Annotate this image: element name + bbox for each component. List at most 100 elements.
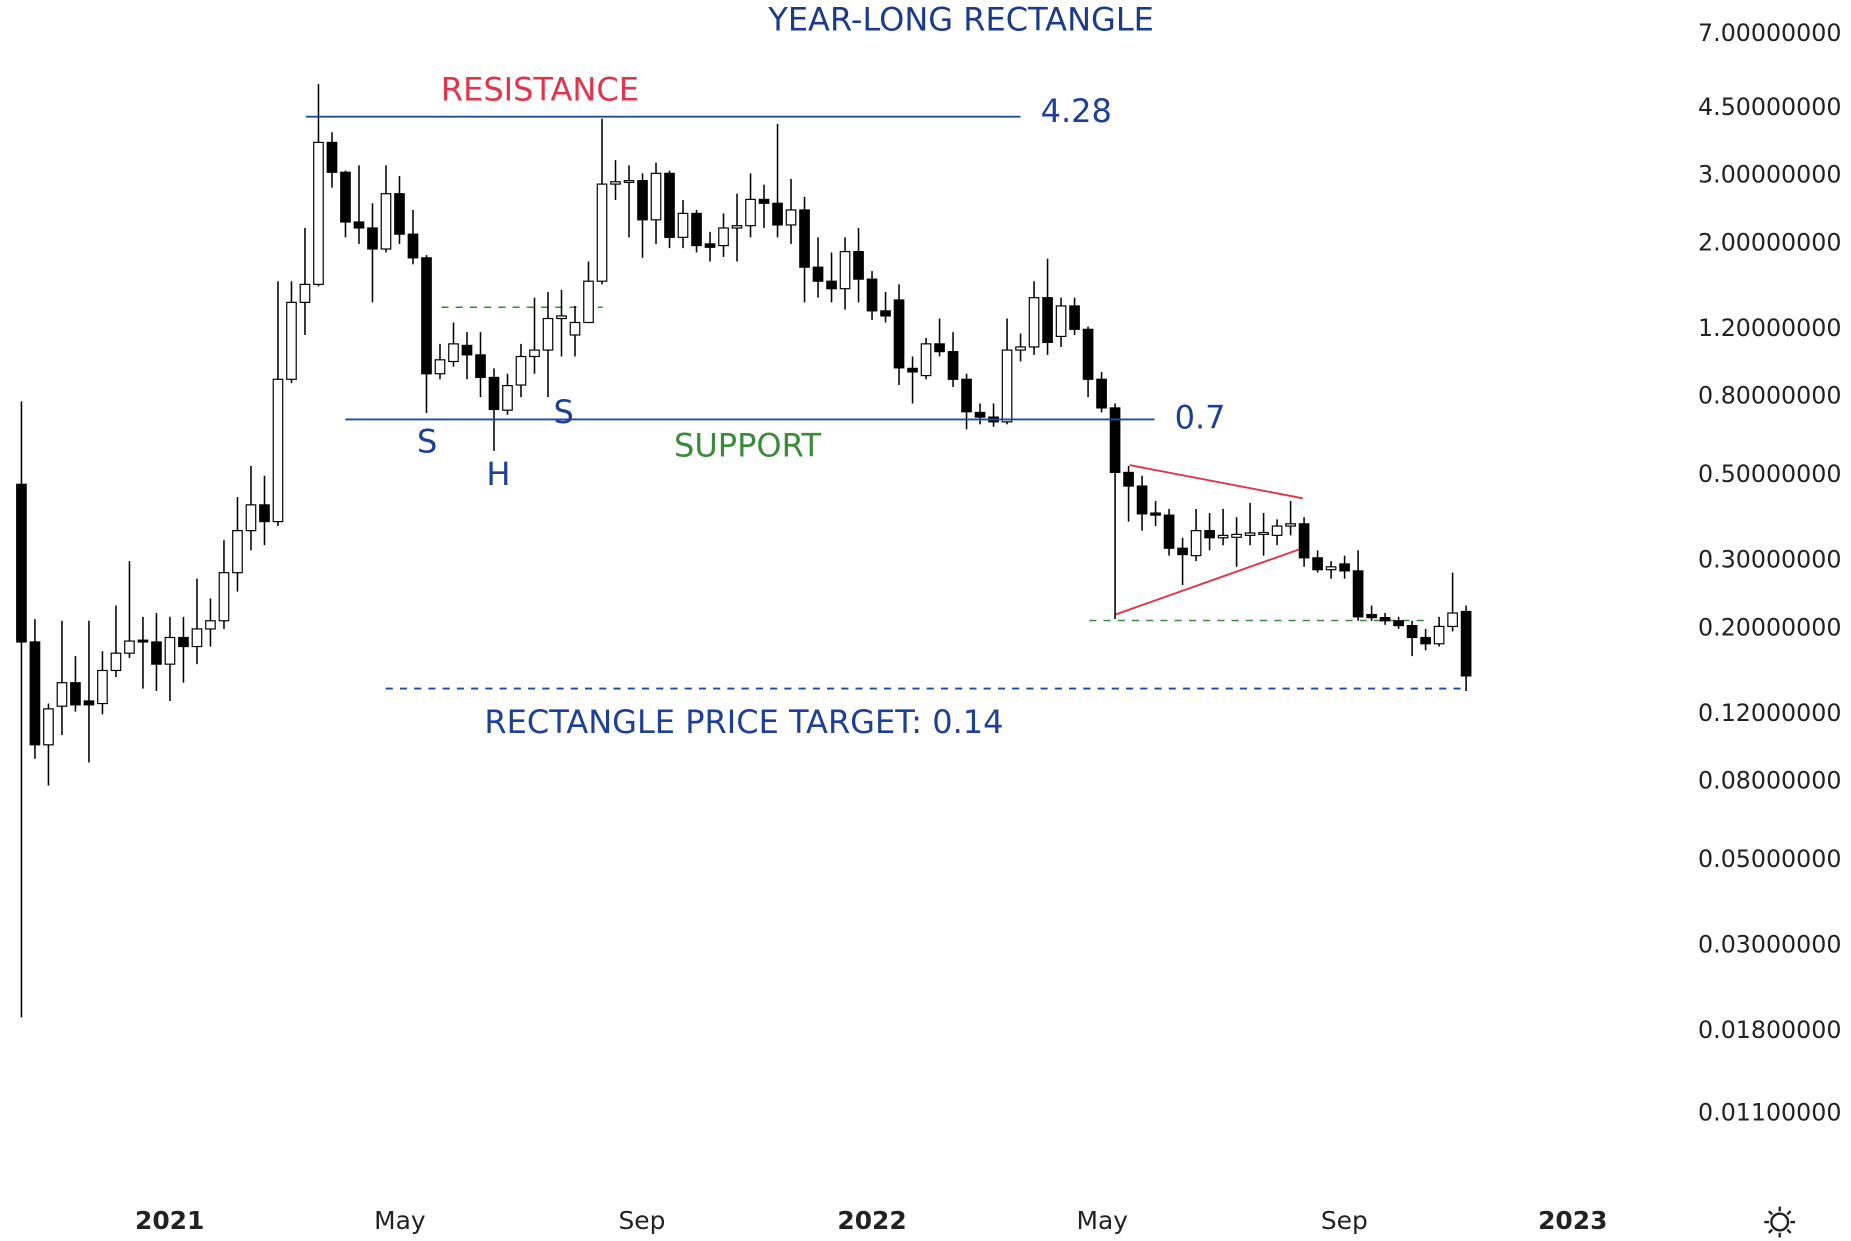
candle-body [1163,514,1175,549]
candle-body [1096,378,1107,409]
candle-body [772,202,783,226]
candle-body [1379,617,1391,622]
candle-body [1109,407,1121,473]
candle-body [934,343,945,353]
annotation: S [417,423,437,461]
candle-body [718,227,729,247]
candle-body [434,359,446,375]
candle-body [1393,620,1404,627]
y-tick-label: 0.12000000 [1698,699,1841,727]
candle-body [1433,625,1445,645]
x-tick-label: Sep [618,1206,665,1235]
candle-body [56,682,68,707]
candle-body [380,193,392,250]
candle-body [299,283,311,303]
candle-body [1042,297,1053,343]
candle-body [1285,523,1296,527]
candle-body [218,572,230,622]
y-tick-label: 0.80000000 [1698,382,1841,410]
x-tick-label: May [1076,1206,1128,1235]
y-tick-label: 0.08000000 [1698,767,1841,795]
candle-body [97,669,108,705]
candle-body [16,483,27,643]
candle-body [1352,570,1364,618]
candle-body [826,280,837,290]
candle-body [691,212,702,247]
candle-body [1015,346,1026,351]
candle-body [677,212,689,238]
candle-body [232,530,243,574]
candle-body [1123,471,1134,487]
candle-body [866,278,878,312]
x-tick-label: 2023 [1538,1206,1607,1235]
candle-body [1190,530,1202,557]
candle-body [853,251,864,280]
candle-body [1312,557,1323,571]
candle-body [326,141,338,173]
candle-body [745,198,756,227]
candle-body [623,180,635,183]
candle-body [664,172,675,238]
candle-body [893,299,905,369]
candle-body [785,209,797,226]
candle-body [70,682,81,706]
candle-body [367,227,378,250]
candle-body [812,266,824,282]
candle-body [1325,566,1337,571]
candle-body [1082,328,1094,380]
candle-body [421,257,432,375]
candle-body [1069,305,1080,330]
candle-body [596,183,608,282]
candle-body [164,636,176,665]
y-tick-label: 0.30000000 [1698,546,1841,574]
settings-icon[interactable] [1764,1206,1796,1238]
candle-body [1136,485,1148,515]
candle-body [1204,530,1215,539]
candle-body [880,310,891,317]
candle-body [529,349,540,358]
candle-body [974,411,986,418]
y-tick-label: 0.20000000 [1698,613,1841,641]
candle-body [1298,523,1310,559]
candle-body [758,198,770,204]
candle-body [313,141,324,285]
candle-body [448,343,459,363]
y-tick-label: 0.50000000 [1698,460,1841,488]
y-tick-label: 0.01800000 [1698,1016,1841,1044]
candle-body [637,180,648,221]
candle-body [569,321,581,336]
candle-body [920,343,932,377]
candle-body [1231,533,1242,538]
candle-body [245,504,257,532]
candle-body [1406,625,1418,639]
candle-body [461,344,473,356]
triangle-upper [1129,464,1303,500]
chart-title: YEAR-LONG RECTANGLE [767,0,1154,38]
x-tick-label: Sep [1321,1206,1368,1235]
x-tick-label: 2022 [837,1206,906,1235]
candle-body [394,193,405,235]
candle-body [1028,297,1040,348]
candle-body [43,708,54,746]
annotation: S [553,393,573,431]
candle-body [1420,636,1431,645]
candle-body [1258,531,1269,535]
candle-body [110,652,122,672]
candle-body [286,301,297,380]
candles [16,84,1472,1018]
candle-body [1177,547,1188,556]
candle-body [83,700,95,706]
x-tick-label: May [374,1206,426,1235]
candle-body [407,233,419,259]
candle-body [907,367,918,373]
candle-body [1460,610,1472,677]
candle-body [961,378,972,413]
candle-body [29,641,41,746]
y-tick-label: 3.00000000 [1698,161,1841,189]
annotation: SUPPORT [674,426,821,464]
candle-body [947,351,959,380]
candle-body [502,385,513,411]
x-tick-label: 2021 [135,1206,204,1235]
